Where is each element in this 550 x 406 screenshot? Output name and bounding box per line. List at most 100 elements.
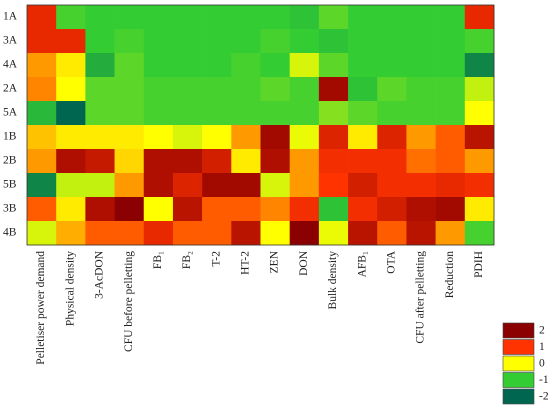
heat-cell xyxy=(435,149,466,174)
heat-cell xyxy=(435,53,466,78)
heat-cell xyxy=(114,173,145,198)
heat-cell xyxy=(85,173,115,198)
heat-cell xyxy=(114,197,145,222)
heat-cell xyxy=(464,5,495,30)
heat-cell xyxy=(260,173,290,198)
heat-cell xyxy=(348,101,378,126)
heat-cell xyxy=(143,149,174,174)
heat-cell xyxy=(289,149,320,174)
heat-cell xyxy=(348,197,378,222)
row-label: 3B xyxy=(3,203,17,215)
column-label: FB₁ xyxy=(152,251,164,269)
heat-cell xyxy=(85,29,115,54)
heat-cell xyxy=(27,197,57,222)
heat-cell xyxy=(172,173,203,198)
heat-cell xyxy=(85,101,115,126)
heat-cell xyxy=(56,197,86,222)
heat-cell xyxy=(172,5,203,30)
heat-cell xyxy=(406,173,436,198)
heat-cell xyxy=(377,53,407,78)
heat-cell xyxy=(231,149,261,174)
row-label: 3A xyxy=(3,35,18,47)
heat-cell xyxy=(202,77,232,102)
heat-cell xyxy=(202,101,232,126)
heat-cell xyxy=(202,173,232,198)
heat-cell xyxy=(172,125,203,150)
heat-cell xyxy=(348,173,378,198)
heat-cell xyxy=(260,101,290,126)
heat-cell xyxy=(406,149,436,174)
heat-cell xyxy=(85,53,115,78)
heat-cell xyxy=(260,125,290,150)
column-label: ZEN xyxy=(269,250,281,273)
heat-cell xyxy=(289,221,320,246)
heat-cell xyxy=(231,29,261,54)
heat-cell xyxy=(464,173,495,198)
legend-label: 2 xyxy=(539,325,545,337)
heat-cell xyxy=(318,173,349,198)
heat-cell xyxy=(406,125,436,150)
heat-cell xyxy=(143,53,174,78)
heat-cell xyxy=(464,101,495,126)
heat-cell xyxy=(289,197,320,222)
heat-cell xyxy=(260,221,290,246)
heat-cell xyxy=(318,149,349,174)
heat-cell xyxy=(435,101,466,126)
legend-swatch xyxy=(502,339,535,355)
plot-frame xyxy=(26,4,495,246)
row-label: 5B xyxy=(3,179,17,191)
heat-cell xyxy=(143,173,174,198)
heat-cell xyxy=(348,29,378,54)
heat-cell xyxy=(114,101,145,126)
heat-cell xyxy=(464,221,495,246)
heat-cell xyxy=(202,5,232,30)
heat-cell xyxy=(231,221,261,246)
row-label: 1B xyxy=(3,131,17,143)
heat-cell xyxy=(27,53,57,78)
heat-cell xyxy=(172,221,203,246)
row-label: 2B xyxy=(3,155,17,167)
heat-cell xyxy=(231,125,261,150)
column-label: Reduction xyxy=(444,251,456,299)
heat-cell xyxy=(289,125,320,150)
heat-cell xyxy=(27,5,57,30)
heat-cell xyxy=(202,53,232,78)
legend-label: 1 xyxy=(539,341,545,353)
heat-cell xyxy=(318,5,349,30)
heat-cell xyxy=(406,5,436,30)
heat-cell xyxy=(406,197,436,222)
heat-cell xyxy=(56,173,86,198)
legend-swatch xyxy=(502,322,535,339)
heat-cell xyxy=(289,5,320,30)
column-label: Physical density xyxy=(64,251,76,326)
heat-cell xyxy=(27,221,57,246)
heat-cell xyxy=(231,77,261,102)
legend-label: -1 xyxy=(539,374,549,386)
heat-cell xyxy=(231,197,261,222)
heat-cell xyxy=(435,29,466,54)
column-label: OTA xyxy=(385,250,397,273)
heat-cell xyxy=(114,77,145,102)
heat-cell xyxy=(27,101,57,126)
heat-cell xyxy=(56,149,86,174)
heat-cell xyxy=(377,173,407,198)
heat-cell xyxy=(464,149,495,174)
heat-cell xyxy=(318,53,349,78)
heat-cell xyxy=(231,53,261,78)
column-label: HT-2 xyxy=(240,251,252,275)
heat-cell xyxy=(27,77,57,102)
heat-cell xyxy=(56,53,86,78)
heat-cell xyxy=(143,125,174,150)
heat-cell xyxy=(464,77,495,102)
row-label: 4B xyxy=(3,227,17,239)
heat-cell xyxy=(56,77,86,102)
heat-cell xyxy=(27,29,57,54)
row-label: 4A xyxy=(3,59,18,71)
heat-cell xyxy=(318,125,349,150)
heat-cell xyxy=(143,101,174,126)
heat-cell xyxy=(464,29,495,54)
heat-cell xyxy=(143,77,174,102)
row-label: 5A xyxy=(3,107,18,119)
heat-cell xyxy=(348,53,378,78)
